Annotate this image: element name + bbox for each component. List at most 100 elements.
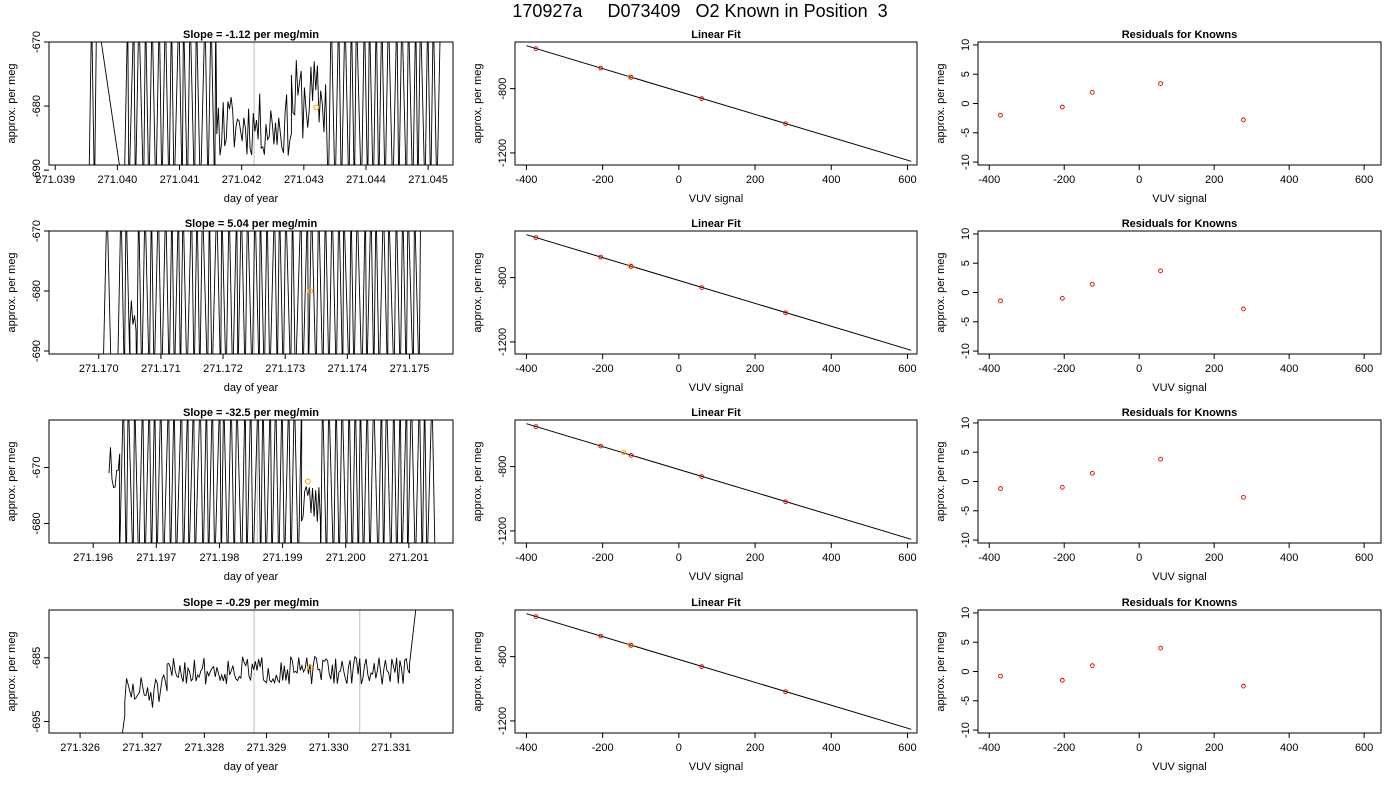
x-axis: -400 -200 0 200 400 600 [978,354,1373,375]
y-tick-label: -670 [31,457,43,479]
panel-r3-c3: Residuals for Knowns -400 -200 0 200 400 600 VU… [935,407,1382,583]
y-tick-label: -10 [960,532,972,548]
data-point [1158,81,1163,86]
x-tick-label: 271.331 [371,742,411,754]
y-tick-label: 0 [960,478,972,484]
y-tick-label: -5 [960,128,972,138]
x-tick-label: 0 [676,552,682,564]
panel-r4-c2: Linear Fit -400 -200 0 200 400 600 VUV signal -8… [472,597,918,773]
y-tick-label: -690 [31,159,43,181]
x-tick-label: 271.328 [185,742,225,754]
data-point [1241,683,1246,689]
x-tick-label: 271.329 [247,742,287,754]
plot-frame [514,419,918,544]
x-tick-label: 600 [898,552,916,564]
data-point [1089,281,1095,287]
plot-frame [977,609,1382,734]
x-tick-label: 271.201 [389,552,429,564]
plot-area [526,234,912,351]
x-tick-label: -400 [515,552,537,564]
x-axis-label: day of year [224,761,279,773]
y-axis: -10 -5 0 5 10 [960,39,978,170]
plot-frame [977,419,1382,544]
y-tick-label: -680 [31,95,43,117]
x-tick-label: 271.041 [160,174,200,186]
data-point [1158,456,1163,462]
data-point [1158,645,1163,651]
data-point [628,643,634,648]
x-tick-label: 0 [1136,363,1142,375]
data-point [998,112,1003,118]
y-tick-label: -800 [497,456,509,478]
y-tick-label: 5 [960,639,972,645]
x-tick-label: 271.198 [200,552,240,564]
plot-frame [48,41,454,166]
y-tick-label: -5 [960,317,972,327]
x-axis-label: VUV signal [689,193,743,205]
y-axis-label: approx. per meg [6,63,18,143]
plot-area [108,420,436,543]
x-tick-label: -400 [978,174,1000,186]
data-point [533,46,539,51]
x-tick-label: 0 [676,742,682,754]
data-point [998,298,1003,304]
x-tick-label: 600 [898,174,916,186]
data-trace [88,42,441,165]
plot-frame [48,609,454,734]
x-tick-label: 400 [1280,742,1298,754]
y-tick-label: -670 [31,220,43,242]
data-point [783,499,788,505]
fit-line [526,45,912,162]
plot-frame [48,230,454,355]
y-axis: -800 -1200 [497,646,515,735]
x-tick-label: -200 [592,742,614,754]
y-axis-label: approx. per meg [935,441,947,521]
x-tick-label: 271.199 [263,552,303,564]
plot-area [103,231,421,354]
y-tick-label: 5 [960,71,972,77]
data-point [783,310,788,316]
x-tick-label: 600 [898,742,916,754]
panel-r4-c3: Residuals for Knowns -400 -200 0 200 400 600 VU… [935,597,1382,773]
x-tick-label: 271.196 [73,552,113,564]
x-tick-label: 200 [746,363,764,375]
highlight-point [620,449,627,456]
data-point [783,121,788,127]
x-tick-label: -200 [1053,363,1075,375]
plot-area [998,456,1246,500]
x-tick-label: 400 [822,552,840,564]
x-tick-label: 600 [1355,174,1373,186]
panel-title: Linear Fit [691,29,741,41]
panel-title: Slope = -1.12 per meg/min [183,29,319,41]
x-tick-label: 271.174 [327,363,367,375]
y-tick-label: -800 [497,267,509,289]
x-tick-label: 271.044 [346,174,386,186]
x-tick-label: 200 [1205,174,1223,186]
y-axis-label: approx. per meg [472,63,484,143]
x-axis: -400 -200 0 200 400 600 [515,733,917,754]
x-axis-label: VUV signal [689,761,743,773]
x-tick-label: 400 [1280,552,1298,564]
panel-r2-c2: Linear Fit -400 -200 0 200 400 600 VUV signal -8… [472,218,918,394]
x-tick-label: 600 [1355,742,1373,754]
x-tick-label: 271.043 [284,174,324,186]
plot-frame [514,609,918,734]
data-point [783,689,788,695]
y-tick-label: 10 [960,417,972,429]
y-tick-label: -670 [31,31,43,53]
x-tick-label: -200 [592,174,614,186]
y-tick-label: 10 [960,607,972,619]
y-axis-label: approx. per meg [935,63,947,143]
x-tick-label: 0 [1136,174,1142,186]
panel-title: Residuals for Knowns [1122,29,1238,41]
x-tick-label: 600 [898,363,916,375]
data-point [1089,470,1095,476]
x-tick-label: 400 [1280,174,1298,186]
y-tick-label: -685 [31,647,43,669]
x-axis: -400 -200 0 200 400 600 [515,165,917,186]
data-point [998,486,1003,491]
x-tick-label: 0 [676,174,682,186]
x-tick-label: 0 [1136,742,1142,754]
x-tick-label: 200 [1205,363,1223,375]
data-point [628,453,634,458]
